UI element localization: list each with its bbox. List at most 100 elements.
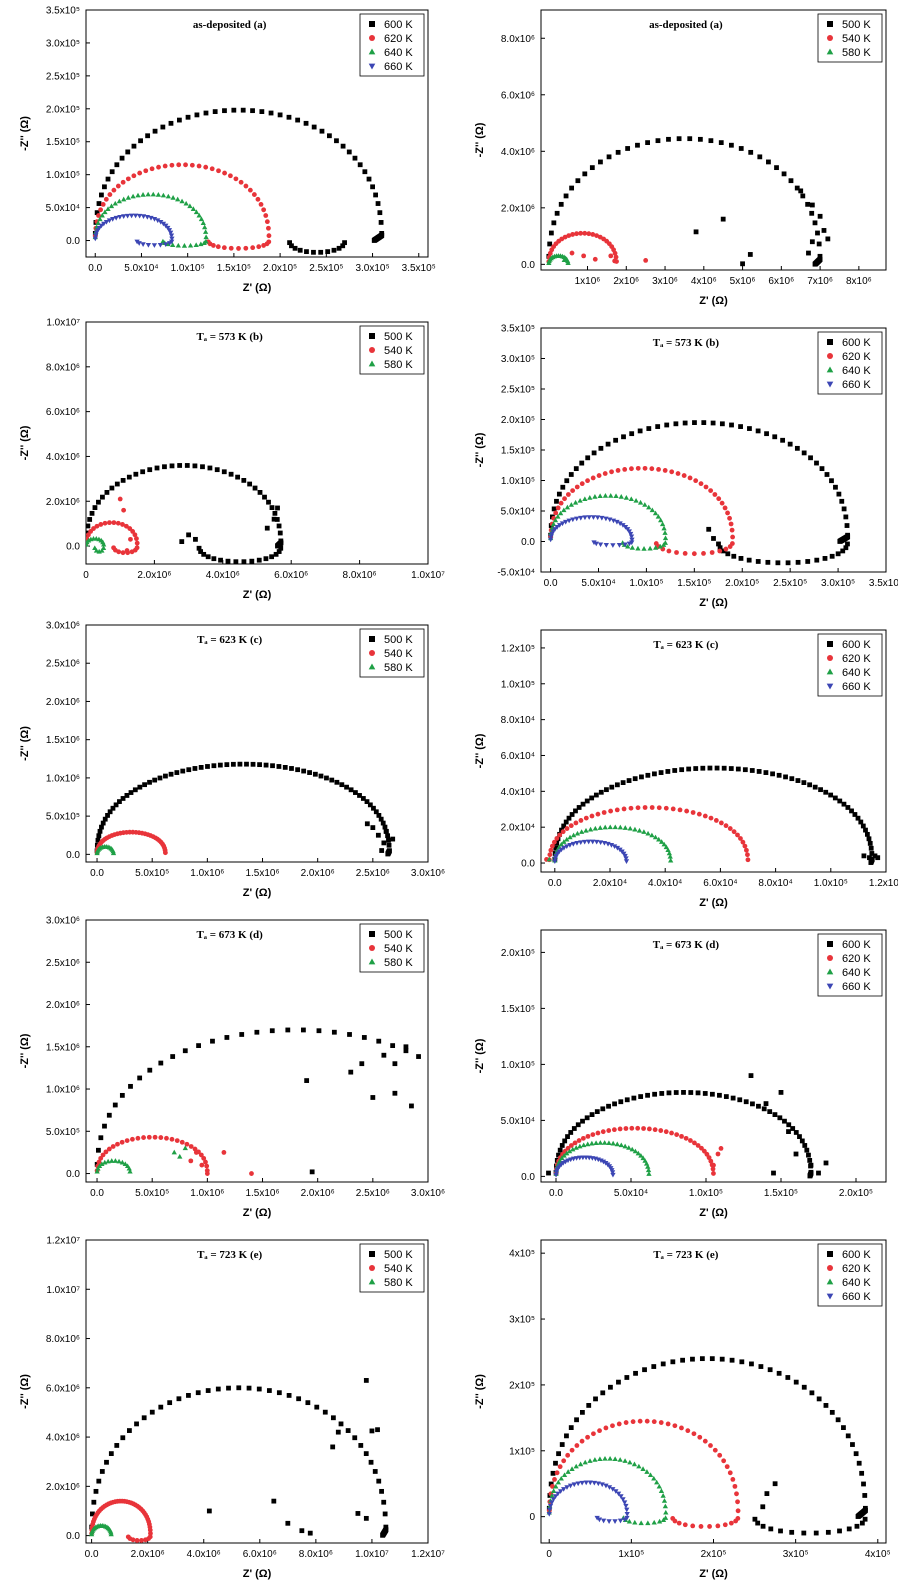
data-point bbox=[778, 1090, 784, 1095]
data-point bbox=[185, 114, 191, 120]
data-point bbox=[583, 815, 589, 821]
data-point bbox=[134, 540, 140, 546]
data-point bbox=[390, 1043, 396, 1048]
data-point bbox=[98, 207, 104, 213]
data-point bbox=[610, 1172, 616, 1178]
y-tick-label: 5.0x10⁵ bbox=[46, 1127, 80, 1138]
data-point bbox=[728, 142, 734, 148]
data-point bbox=[633, 1370, 638, 1376]
data-point bbox=[127, 1428, 132, 1433]
data-point bbox=[348, 1069, 354, 1075]
data-point bbox=[125, 195, 131, 200]
data-point bbox=[96, 1147, 101, 1153]
data-point bbox=[629, 540, 635, 546]
data-point bbox=[577, 1461, 584, 1467]
data-point bbox=[597, 825, 603, 830]
data-point bbox=[839, 498, 845, 504]
chart-panel-r2: 0.0 5.0x10⁴ 1.0x10⁵ 1.5x10⁵ 2.0x10⁵ 2.5x10⁵ 3.… bbox=[455, 318, 898, 620]
x-tick-label: 4.0x10⁶ bbox=[187, 1549, 221, 1560]
data-point bbox=[629, 466, 634, 472]
y-tick-label: 3x10⁵ bbox=[509, 1315, 535, 1326]
data-point bbox=[271, 1498, 277, 1504]
data-point bbox=[96, 499, 101, 505]
data-point bbox=[677, 807, 683, 813]
legend-marker bbox=[369, 650, 375, 656]
data-point bbox=[390, 836, 396, 842]
data-point bbox=[714, 765, 720, 771]
data-point bbox=[645, 1164, 651, 1169]
data-point bbox=[567, 834, 573, 840]
data-layer bbox=[92, 107, 385, 255]
data-point bbox=[682, 1522, 688, 1528]
data-point bbox=[318, 773, 324, 779]
data-point bbox=[676, 136, 682, 142]
data-point bbox=[576, 805, 582, 810]
data-point bbox=[439, 1068, 444, 1073]
y-tick-label: 1.0x10⁶ bbox=[46, 773, 80, 784]
data-point bbox=[610, 543, 616, 548]
data-point bbox=[307, 1530, 313, 1536]
data-point bbox=[819, 466, 825, 472]
data-point bbox=[617, 521, 623, 527]
data-point bbox=[177, 1153, 183, 1159]
data-point bbox=[709, 550, 715, 555]
data-point bbox=[233, 176, 239, 182]
data-point bbox=[108, 203, 115, 209]
data-point bbox=[761, 1106, 767, 1112]
data-point bbox=[370, 1095, 376, 1100]
data-point bbox=[546, 856, 552, 862]
data-point bbox=[687, 136, 693, 142]
data-point bbox=[635, 142, 640, 148]
data-point bbox=[725, 551, 731, 557]
data-point bbox=[188, 1158, 194, 1164]
data-point bbox=[194, 112, 200, 118]
data-point bbox=[691, 551, 697, 557]
x-tick-label: 7x10⁶ bbox=[807, 276, 833, 287]
data-point bbox=[629, 1146, 635, 1152]
data-point bbox=[168, 771, 174, 777]
data-point bbox=[119, 1139, 125, 1145]
data-point bbox=[656, 805, 662, 811]
data-point bbox=[571, 1126, 577, 1131]
data-point bbox=[114, 1443, 120, 1448]
data-point bbox=[574, 830, 581, 836]
legend-marker bbox=[826, 381, 834, 388]
data-point bbox=[124, 213, 131, 219]
data-point bbox=[608, 808, 614, 814]
legend-marker bbox=[369, 636, 375, 642]
data-point bbox=[266, 239, 272, 245]
data-point bbox=[841, 801, 847, 807]
data-point bbox=[740, 839, 746, 845]
data-point bbox=[852, 812, 858, 817]
data-point bbox=[363, 1451, 369, 1457]
data-point bbox=[828, 792, 834, 798]
data-point bbox=[114, 481, 120, 487]
legend-marker bbox=[369, 35, 375, 41]
data-point bbox=[843, 514, 849, 520]
data-point bbox=[600, 1106, 606, 1112]
data-point bbox=[255, 196, 261, 202]
data-point bbox=[612, 1101, 617, 1107]
data-point bbox=[816, 1170, 821, 1176]
y-axis-label: -Z'' (Ω) bbox=[19, 116, 31, 151]
data-point bbox=[176, 162, 182, 168]
data-point bbox=[606, 154, 612, 160]
data-point bbox=[624, 1507, 630, 1513]
data-point bbox=[221, 1150, 227, 1155]
data-point bbox=[348, 787, 354, 793]
data-point bbox=[774, 165, 779, 171]
data-point bbox=[569, 250, 575, 256]
data-point bbox=[597, 840, 604, 846]
data-point bbox=[795, 778, 801, 783]
series-500k bbox=[546, 136, 831, 267]
data-point bbox=[613, 493, 619, 499]
data-point bbox=[566, 1148, 573, 1154]
y-tick-label: 8.0x10⁶ bbox=[46, 1334, 80, 1345]
data-point bbox=[680, 1357, 686, 1363]
data-point bbox=[385, 851, 391, 857]
data-point bbox=[571, 1482, 577, 1488]
data-point bbox=[672, 768, 678, 773]
data-point bbox=[765, 559, 771, 565]
